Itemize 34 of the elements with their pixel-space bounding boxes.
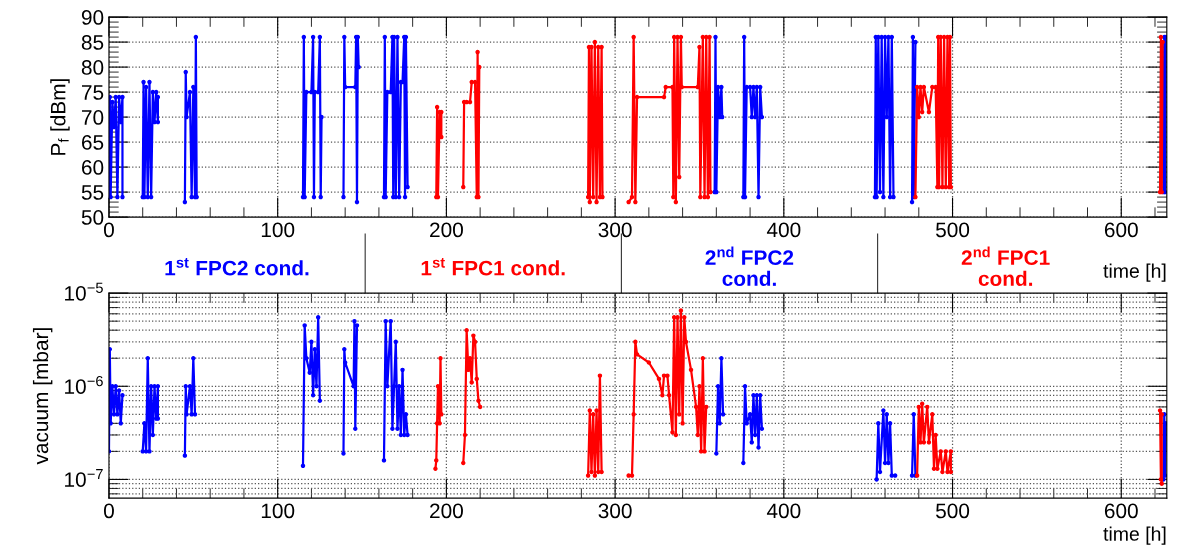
- x-tick-label: 500: [936, 503, 970, 519]
- x-tick-label: 500: [936, 222, 970, 238]
- y-tick-label: 10$^{−6}$: [65, 375, 103, 394]
- category-label: 2$^{nd}$ FPC1 cond.: [961, 246, 1050, 287]
- x-tick-label: 0: [103, 503, 114, 519]
- category-label: 1$^{st}$ FPC1 cond.: [421, 258, 565, 276]
- y-tick-label: 90: [81, 10, 104, 25]
- y-tick-label: 10$^{−7}$: [65, 469, 103, 487]
- x-tick-label: 100: [261, 222, 295, 238]
- y-tick-label: 65: [81, 135, 104, 150]
- x-tick-label: 300: [598, 503, 632, 519]
- y-tick-label: 10$^{−5}$: [65, 282, 103, 301]
- x-tick-label: 200: [430, 503, 463, 519]
- y-tick-label: 55: [81, 185, 104, 200]
- x-tick-label: 300: [598, 222, 632, 238]
- x-tick-label: 200: [430, 222, 463, 238]
- x-tick-label: 600: [1104, 222, 1138, 238]
- x-tick-label: 600: [1104, 503, 1138, 519]
- x-axis-title: time [h]: [1103, 263, 1166, 282]
- x-tick-label: 0: [103, 222, 114, 238]
- y-tick-label: 80: [81, 60, 104, 75]
- x-axis-title: time [h]: [1103, 526, 1166, 545]
- category-label: 1$^{st}$ FPC2 cond.: [165, 258, 309, 276]
- y-tick-label: 75: [82, 85, 104, 100]
- y-tick-label: 85: [81, 35, 104, 50]
- category-label: 2$^{nd}$ FPC2 cond.: [705, 246, 794, 287]
- y-tick-label: 50: [81, 210, 104, 225]
- x-tick-label: 400: [766, 222, 801, 238]
- y-tick-label: 70: [82, 110, 104, 125]
- y-axis-title: P$_{f}$ [dBm]: [50, 79, 70, 155]
- y-axis-title: vacuum [mbar]: [32, 328, 53, 465]
- x-tick-label: 100: [261, 503, 295, 519]
- y-tick-label: 60: [81, 160, 104, 175]
- x-tick-label: 400: [766, 503, 801, 519]
